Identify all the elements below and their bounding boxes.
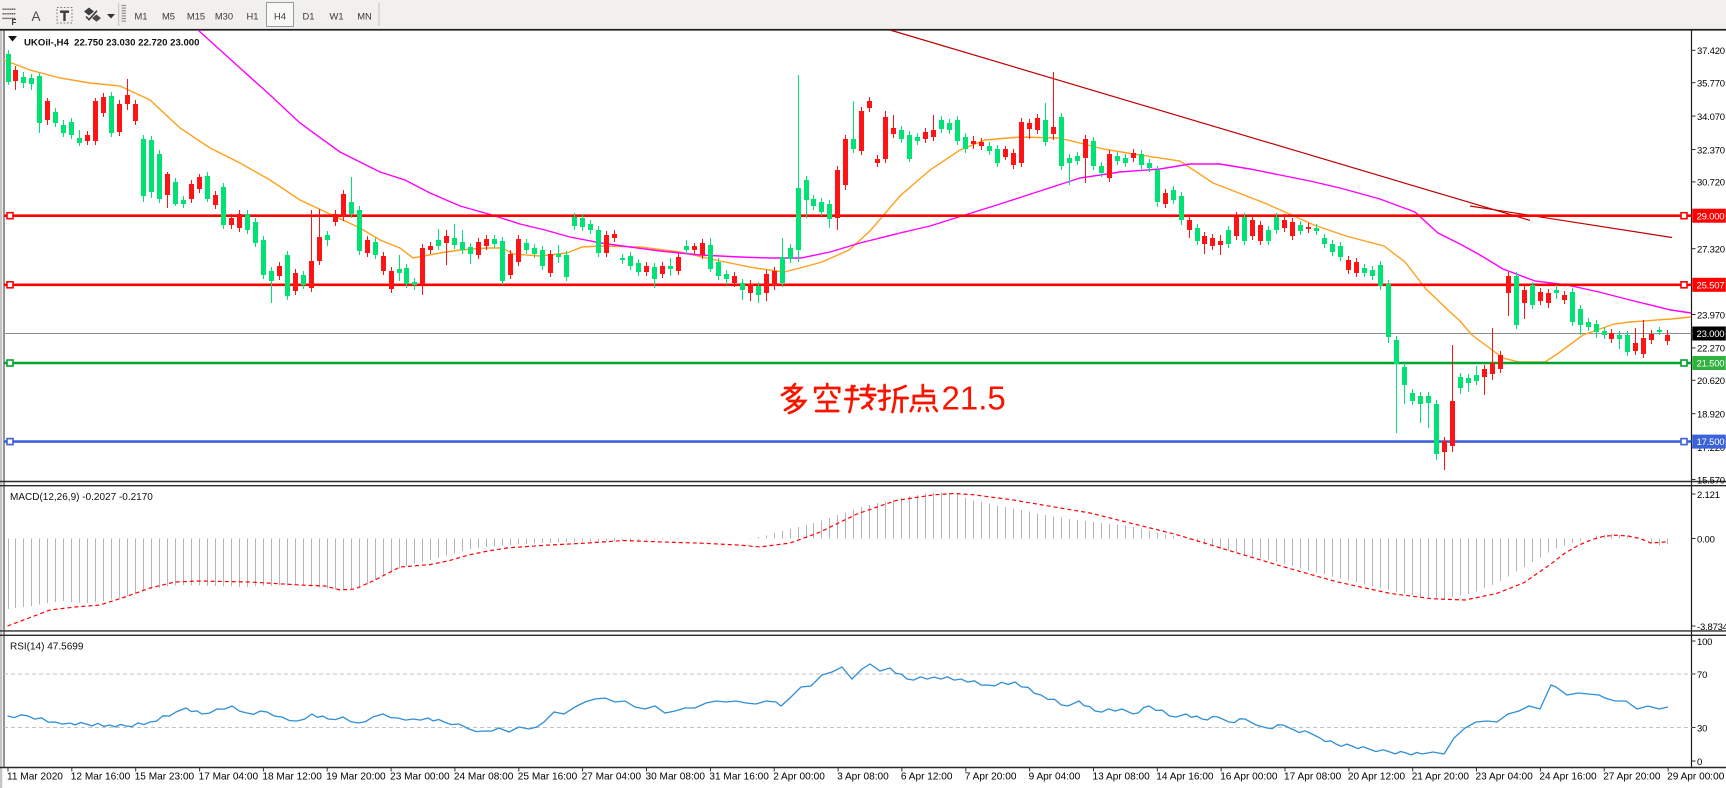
svg-text:27 Mar 04:00: 27 Mar 04:00 [582, 772, 642, 783]
svg-text:H4: H4 [274, 11, 286, 22]
svg-text:23.000: 23.000 [1697, 329, 1725, 340]
svg-text:M15: M15 [187, 11, 205, 22]
svg-text:24 Apr 16:00: 24 Apr 16:00 [1539, 772, 1597, 783]
svg-text:20 Apr 12:00: 20 Apr 12:00 [1348, 772, 1406, 783]
svg-text:29 Apr 00:00: 29 Apr 00:00 [1667, 772, 1725, 783]
svg-text:16 Apr 00:00: 16 Apr 00:00 [1220, 772, 1278, 783]
svg-text:25.507: 25.507 [1697, 280, 1725, 291]
svg-text:70: 70 [1697, 670, 1707, 681]
svg-text:9 Apr 04:00: 9 Apr 04:00 [1029, 772, 1081, 783]
svg-text:20.620: 20.620 [1697, 376, 1725, 387]
svg-text:0.00: 0.00 [1697, 534, 1715, 545]
svg-text:13 Apr 08:00: 13 Apr 08:00 [1093, 772, 1151, 783]
svg-text:22.270: 22.270 [1697, 344, 1725, 355]
svg-text:14 Apr 16:00: 14 Apr 16:00 [1156, 772, 1214, 783]
svg-text:24 Mar 08:00: 24 Mar 08:00 [454, 772, 514, 783]
svg-text:3 Apr 08:00: 3 Apr 08:00 [837, 772, 889, 783]
svg-text:23 Mar 00:00: 23 Mar 00:00 [390, 772, 450, 783]
svg-text:18 Mar 12:00: 18 Mar 12:00 [262, 772, 322, 783]
svg-text:15.570: 15.570 [1697, 475, 1725, 486]
svg-text:RSI(14) 47.5699: RSI(14) 47.5699 [10, 642, 84, 653]
svg-text:6 Apr 12:00: 6 Apr 12:00 [901, 772, 953, 783]
svg-text:25 Mar 16:00: 25 Mar 16:00 [518, 772, 578, 783]
svg-text:18.920: 18.920 [1697, 410, 1725, 421]
svg-text:H1: H1 [247, 11, 259, 22]
svg-text:W1: W1 [329, 11, 343, 22]
svg-text:31 Mar 16:00: 31 Mar 16:00 [709, 772, 769, 783]
svg-text:30.720: 30.720 [1697, 178, 1725, 189]
svg-text:21.500: 21.500 [1697, 359, 1725, 370]
svg-text:12 Mar 16:00: 12 Mar 16:00 [71, 772, 131, 783]
svg-text:MN: MN [357, 11, 372, 22]
svg-text:23 Apr 04:00: 23 Apr 04:00 [1476, 772, 1534, 783]
svg-text:D1: D1 [303, 11, 315, 22]
svg-text:32.370: 32.370 [1697, 145, 1725, 156]
svg-text:MACD(12,26,9) -0.2027 -0.2170: MACD(12,26,9) -0.2027 -0.2170 [10, 492, 153, 503]
svg-text:17 Apr 08:00: 17 Apr 08:00 [1284, 772, 1342, 783]
svg-text:30: 30 [1697, 723, 1707, 734]
svg-text:27.320: 27.320 [1697, 245, 1725, 256]
svg-text:M1: M1 [134, 11, 147, 22]
svg-text:100: 100 [1697, 637, 1712, 648]
svg-text:21.5: 21.5 [942, 380, 1006, 417]
svg-text:M5: M5 [162, 11, 175, 22]
svg-text:A: A [32, 9, 41, 24]
svg-text:0: 0 [1697, 757, 1702, 768]
svg-text:19 Mar 20:00: 19 Mar 20:00 [326, 772, 386, 783]
svg-text:-3.8734: -3.8734 [1697, 622, 1726, 633]
svg-text:21 Apr 20:00: 21 Apr 20:00 [1412, 772, 1470, 783]
svg-text:2 Apr 00:00: 2 Apr 00:00 [773, 772, 825, 783]
svg-text:UKOil-,H4 22.750 23.030 22.72: UKOil-,H4 22.750 23.030 22.720 23.000 [24, 38, 199, 49]
svg-text:27 Apr 20:00: 27 Apr 20:00 [1603, 772, 1661, 783]
svg-text:2.121: 2.121 [1697, 490, 1720, 501]
svg-text:29.000: 29.000 [1697, 211, 1725, 222]
svg-text:30 Mar 08:00: 30 Mar 08:00 [646, 772, 706, 783]
svg-text:M30: M30 [215, 11, 233, 22]
svg-text:17.500: 17.500 [1697, 437, 1725, 448]
svg-text:37.420: 37.420 [1697, 46, 1725, 57]
svg-text:7 Apr 20:00: 7 Apr 20:00 [965, 772, 1017, 783]
svg-text:F: F [12, 18, 17, 27]
svg-text:15 Mar 23:00: 15 Mar 23:00 [135, 772, 195, 783]
svg-text:34.070: 34.070 [1697, 112, 1725, 123]
svg-text:11 Mar 2020: 11 Mar 2020 [7, 772, 63, 783]
svg-text:35.770: 35.770 [1697, 79, 1725, 90]
svg-text:23.970: 23.970 [1697, 310, 1725, 321]
svg-text:17 Mar 04:00: 17 Mar 04:00 [199, 772, 259, 783]
